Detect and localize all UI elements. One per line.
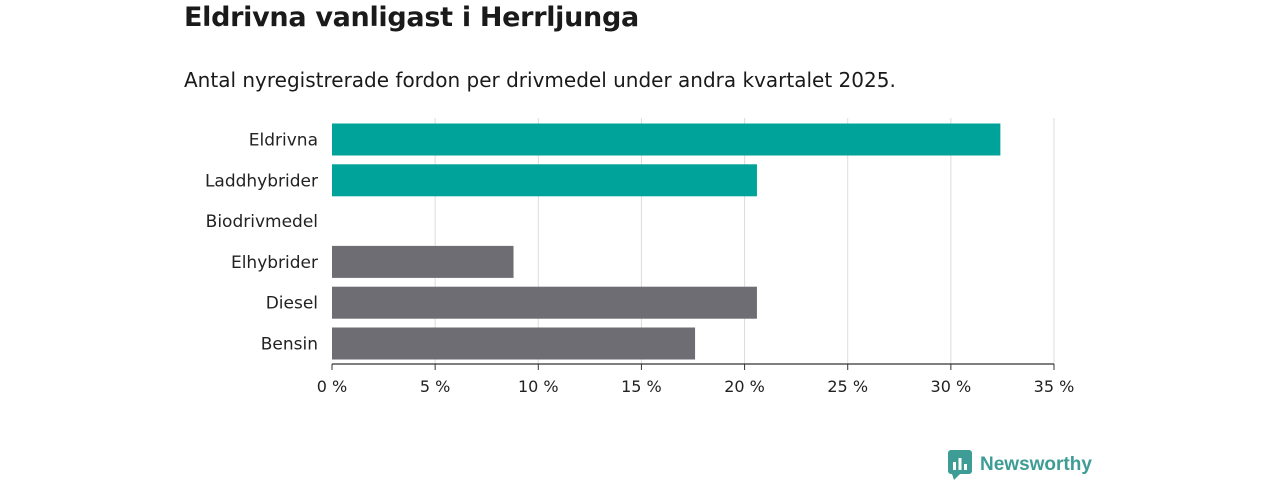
category-label: Bensin [261, 335, 318, 355]
bar-laddhybrider [332, 164, 757, 197]
bar-eldrivna [332, 123, 1001, 156]
x-tick-label: 15 % [621, 377, 662, 396]
x-tick-label: 10 % [518, 377, 559, 396]
x-tick-label: 30 % [931, 377, 972, 396]
x-tick-label: 35 % [1034, 377, 1075, 396]
x-tick-label: 20 % [724, 377, 765, 396]
chart-title: Eldrivna vanligast i Herrljunga [184, 2, 639, 33]
bar-elhybrider [332, 245, 514, 278]
newsworthy-logo-icon [948, 450, 972, 480]
category-label: Elhybrider [231, 253, 318, 273]
x-axis: 0 % 5 % 10 % 15 % 20 % 25 % 30 % 35 % [317, 363, 1075, 396]
bar-bensin [332, 327, 696, 360]
category-label: Biodrivmedel [206, 212, 318, 232]
bar-diesel [332, 286, 757, 319]
category-label: Eldrivna [249, 131, 318, 151]
brand-logo: Newsworthy [948, 450, 1092, 480]
x-tick-label: 5 % [420, 377, 450, 396]
chart-subtitle: Antal nyregistrerade fordon per drivmede… [184, 68, 896, 92]
x-tick-label: 0 % [317, 377, 347, 396]
brand-name: Newsworthy [980, 454, 1092, 475]
category-labels: Eldrivna Laddhybrider Biodrivmedel Elhybrid… [205, 131, 318, 355]
bars [332, 123, 1001, 360]
category-label: Diesel [266, 294, 318, 314]
category-label: Laddhybrider [205, 171, 318, 191]
x-tick-label: 25 % [827, 377, 868, 396]
grid-lines [434, 118, 1055, 364]
